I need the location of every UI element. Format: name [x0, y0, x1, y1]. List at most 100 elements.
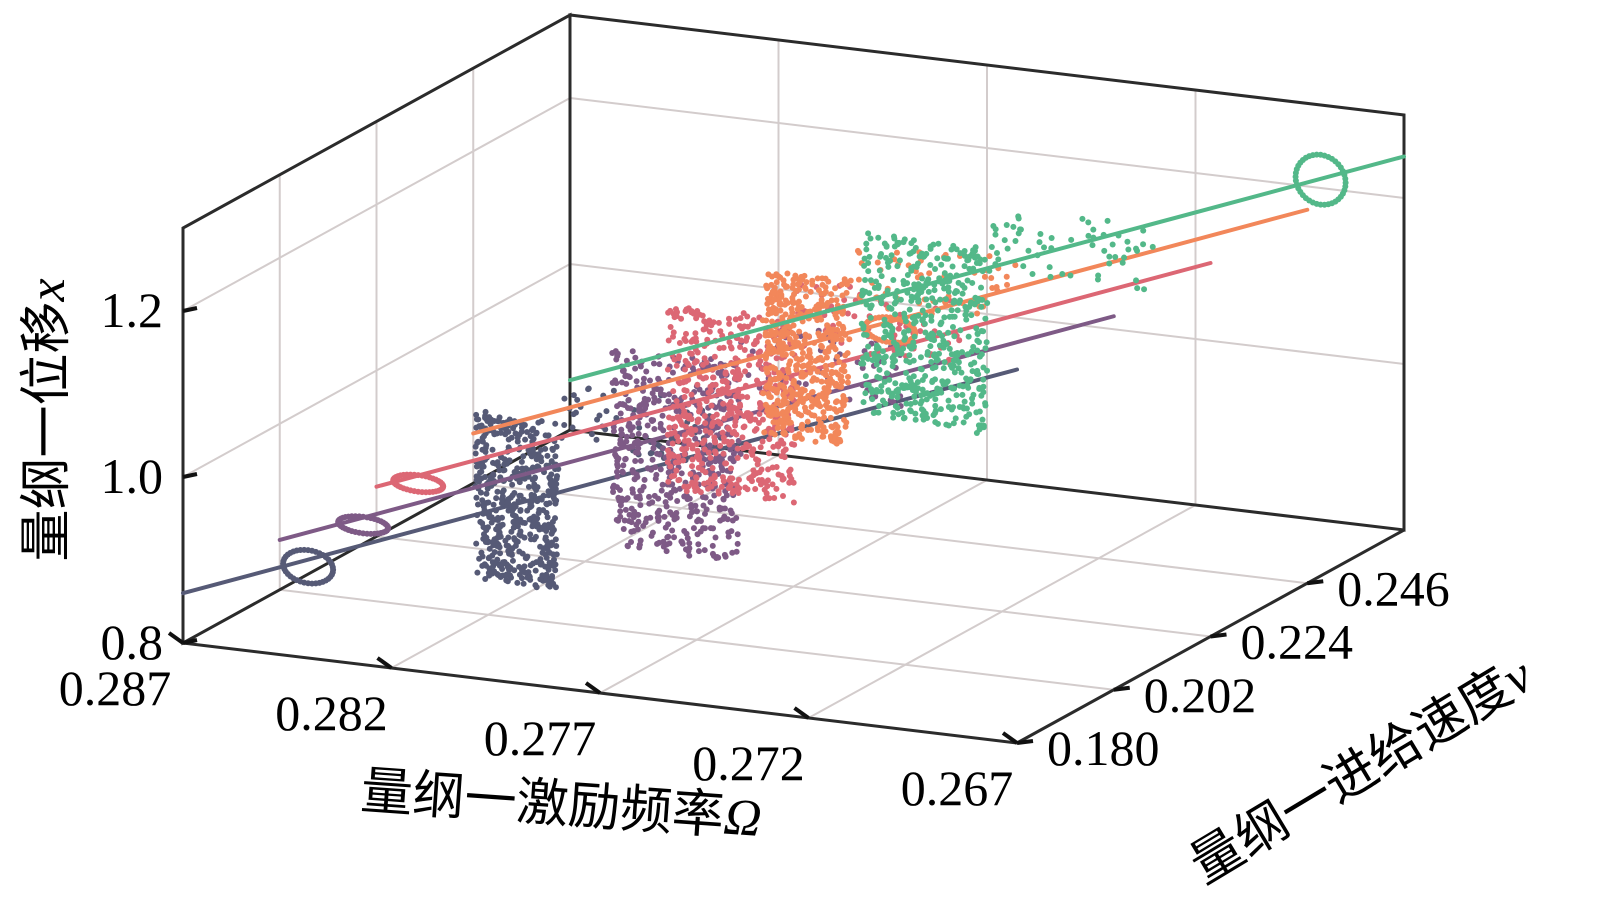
chaos-point	[727, 465, 734, 472]
chaos-point	[709, 550, 716, 557]
chaos-point	[701, 446, 708, 453]
series-v-0.268	[568, 151, 1406, 437]
chaos-point	[683, 445, 690, 452]
chaos-point	[982, 402, 989, 409]
chaos-point	[514, 579, 521, 586]
chaos-point	[753, 426, 760, 433]
chaos-point	[948, 351, 955, 358]
chaos-point	[610, 428, 617, 435]
chaos-point	[479, 438, 486, 445]
chaos-point	[474, 512, 481, 519]
chaos-point	[508, 503, 515, 510]
chaos-point	[712, 448, 719, 455]
chaos-point	[808, 426, 815, 433]
chaos-point	[928, 317, 935, 324]
chaos-point	[671, 314, 678, 321]
chaos-point	[682, 330, 689, 337]
chaos-point	[697, 489, 704, 496]
chaos-point	[873, 387, 880, 394]
chaos-point	[865, 343, 872, 350]
chaos-point	[726, 390, 733, 397]
chaos-point	[932, 265, 939, 272]
chaos-point	[524, 429, 531, 436]
chaos-point	[726, 320, 733, 327]
chaos-point	[784, 270, 791, 277]
chaos-point	[770, 289, 777, 296]
chaos-point	[633, 378, 640, 385]
chaos-point	[649, 499, 656, 506]
chaos-point	[723, 379, 730, 386]
chaos-point	[820, 332, 827, 339]
chaos-point	[669, 369, 676, 376]
chaos-point	[796, 431, 803, 438]
chaos-point	[660, 427, 667, 434]
chaos-point	[735, 376, 742, 383]
chaos-point	[712, 439, 719, 446]
chaos-point	[969, 268, 976, 275]
chaos-point	[488, 519, 495, 526]
chaos-point	[689, 479, 696, 486]
x-tick-2	[584, 681, 602, 695]
chaos-point	[798, 344, 805, 351]
chaos-point	[932, 407, 939, 414]
chaos-point	[900, 239, 907, 246]
z-tick-2	[182, 306, 198, 313]
chaos-point	[837, 438, 844, 445]
chaos-point	[707, 429, 714, 436]
chaos-point	[893, 341, 900, 348]
chaos-point	[532, 567, 539, 574]
chaos-point	[944, 274, 951, 281]
chaos-point	[953, 287, 960, 294]
chaos-point	[832, 285, 839, 292]
chaos-point	[689, 463, 696, 470]
chaos-point	[791, 391, 798, 398]
chaos-point	[684, 493, 691, 500]
outlier-point	[1001, 237, 1008, 244]
chaos-point	[683, 488, 690, 495]
chaos-point	[838, 330, 845, 337]
outlier-point	[851, 313, 858, 320]
series-v-0.18	[181, 367, 1019, 596]
chaos-point	[523, 555, 530, 562]
chaos-point	[707, 454, 714, 461]
chaos-point	[650, 439, 657, 446]
chaos-point	[873, 361, 880, 368]
chaos-point	[532, 582, 539, 589]
chaos-point	[683, 306, 690, 313]
chaos-point	[819, 357, 826, 364]
chaos-point	[766, 393, 773, 400]
chaos-point	[791, 403, 798, 410]
chaos-point	[901, 310, 908, 317]
outlier-point	[1004, 245, 1011, 252]
chaos-point	[777, 307, 784, 314]
outlier-point	[856, 249, 863, 256]
chaos-point	[699, 493, 706, 500]
chaos-point	[882, 353, 889, 360]
chaos-point	[894, 239, 901, 246]
chaos-point	[802, 408, 809, 415]
chaos-point	[810, 375, 817, 382]
chaos-point	[814, 368, 821, 375]
chaos-point	[767, 343, 774, 350]
chaos-point	[473, 424, 480, 431]
chaos-point	[887, 257, 894, 264]
chaos-point	[681, 335, 688, 342]
chaos-point	[932, 396, 939, 403]
chaos-point	[482, 538, 489, 545]
chaos-point	[889, 363, 896, 370]
chaos-point	[699, 467, 706, 474]
chaos-point	[787, 358, 794, 365]
outlier-point	[636, 424, 643, 431]
chaos-point	[646, 377, 653, 384]
outlier-point	[588, 431, 595, 438]
chaos-point	[744, 394, 751, 401]
chaos-point	[720, 477, 727, 484]
chaos-point	[765, 271, 772, 278]
chaos-point	[503, 571, 510, 578]
chaos-point	[653, 471, 660, 478]
x-tick-3	[793, 706, 810, 720]
chaos-point	[650, 360, 657, 367]
chaos-point	[510, 425, 517, 432]
chaos-point	[936, 342, 943, 349]
chaos-point	[896, 257, 903, 264]
